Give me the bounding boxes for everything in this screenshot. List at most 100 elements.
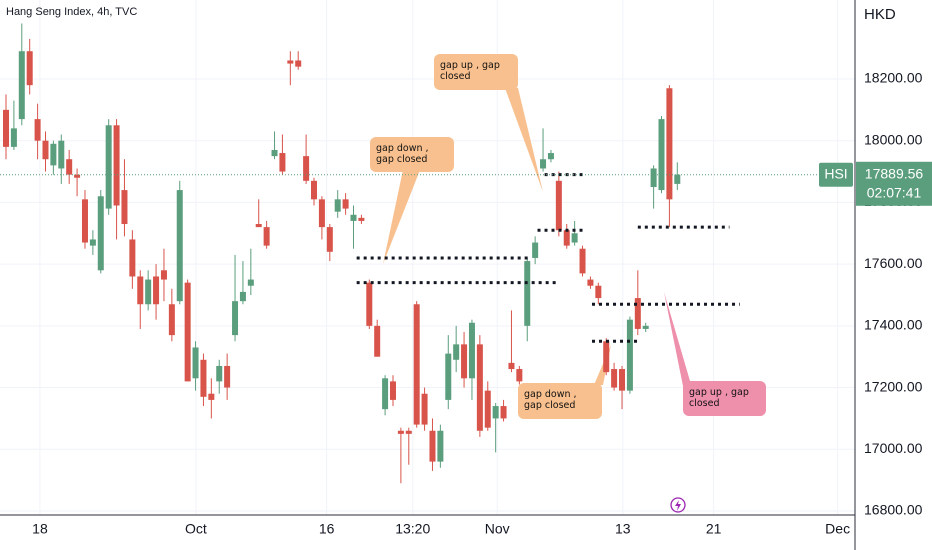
candle-body — [358, 217, 365, 221]
candle-body — [563, 230, 570, 246]
candle-body — [350, 214, 357, 221]
candle-body — [342, 199, 349, 209]
x-tick-label: Oct — [185, 521, 207, 537]
candle-body — [10, 128, 17, 147]
candle-body — [200, 359, 207, 397]
x-tick-label: 13 — [615, 521, 631, 537]
candle-body — [547, 153, 554, 160]
grid — [0, 0, 855, 515]
candle-body — [461, 344, 468, 379]
candle-body — [413, 304, 420, 425]
candle-body — [295, 60, 302, 67]
symbol-label-bg — [819, 162, 853, 187]
candle-body — [160, 270, 167, 280]
callout-pointer — [505, 88, 543, 192]
candle-body — [468, 322, 475, 379]
candle-body — [255, 224, 262, 228]
y-tick-label: 17400.00 — [864, 317, 923, 333]
candle-body — [389, 381, 396, 400]
candle-body — [476, 344, 483, 431]
candle-body — [176, 190, 183, 302]
candle-body — [382, 378, 389, 410]
y-tick-label: 17000.00 — [864, 440, 923, 456]
candle-body — [484, 390, 491, 428]
candle-body — [184, 282, 191, 382]
candle-body — [216, 365, 223, 382]
event-icon[interactable] — [670, 497, 686, 513]
y-tick-label: 18200.00 — [864, 70, 923, 86]
candle-body — [81, 199, 88, 243]
callout-pointer — [383, 170, 420, 264]
candle-body — [532, 242, 539, 258]
candle-body — [666, 88, 673, 200]
candle-body — [634, 298, 641, 329]
candle-body — [603, 341, 610, 373]
x-tick-label: 13:20 — [395, 521, 430, 537]
candle-body — [66, 159, 73, 175]
candle-body — [192, 347, 199, 379]
price-label-bg — [856, 161, 932, 206]
candle-body — [287, 60, 294, 64]
candle-body — [437, 430, 444, 462]
x-tick-label: 16 — [319, 521, 335, 537]
candle-body — [445, 353, 452, 400]
candle-body — [524, 261, 531, 326]
candle-body — [650, 168, 657, 187]
candle-body — [326, 227, 333, 252]
candle-body — [50, 143, 57, 166]
candle-body — [129, 239, 136, 277]
candle-body — [74, 174, 81, 178]
x-tick-label: 18 — [32, 521, 48, 537]
candle-body — [303, 156, 310, 181]
y-tick-label: 16800.00 — [864, 502, 923, 518]
candle-body — [674, 174, 681, 184]
candle-body — [263, 227, 270, 246]
callout: gap up , gap closed — [683, 381, 766, 416]
candle-body — [642, 325, 649, 329]
candle-body — [626, 319, 633, 391]
candle-body — [619, 369, 626, 391]
candle-body — [224, 365, 231, 388]
candle-body — [232, 301, 239, 336]
event-icon-bolt — [675, 500, 681, 511]
y-tick-label: 18000.00 — [864, 131, 923, 147]
candle-body — [453, 344, 460, 360]
chart-title: Hang Seng Index, 4h, TVC — [6, 6, 137, 18]
candle-body — [658, 119, 665, 191]
candle-body — [89, 239, 96, 246]
candle-body — [97, 196, 104, 271]
currency: HKD — [864, 6, 896, 23]
candle-body — [3, 109, 10, 147]
y-tick-label: 17200.00 — [864, 378, 923, 394]
candle-body — [429, 430, 436, 462]
candle-body — [18, 51, 25, 120]
candle-body — [42, 140, 49, 160]
candle-body — [145, 279, 152, 305]
candle-body — [595, 285, 602, 299]
candle-body — [492, 406, 499, 419]
x-tick-label: 21 — [706, 521, 722, 537]
candle-body — [137, 276, 144, 305]
candle-body — [105, 125, 112, 209]
candle-body — [500, 406, 507, 419]
candle-body — [239, 291, 246, 302]
candle-body — [247, 279, 254, 286]
candle-body — [571, 233, 578, 243]
callout: gap down , gap closed — [518, 383, 602, 419]
callout-pointer — [664, 292, 690, 386]
price-label: 17889.56 — [865, 165, 924, 181]
candle-body — [34, 119, 41, 141]
candle-body — [508, 362, 515, 370]
candle-body — [168, 304, 175, 336]
candle-body — [611, 369, 618, 388]
candle-body — [334, 199, 341, 212]
symbol-label: HSI — [824, 165, 847, 181]
candle-body — [405, 430, 412, 434]
candle-body — [113, 125, 120, 206]
candle-body — [26, 51, 33, 86]
callout: gap down , gap closed — [370, 137, 454, 172]
candle-body — [397, 430, 404, 434]
